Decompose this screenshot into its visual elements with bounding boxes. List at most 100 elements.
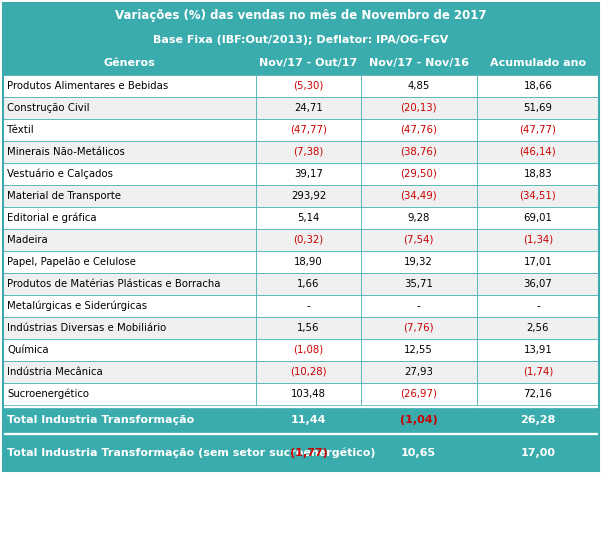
- Text: 4,85: 4,85: [408, 81, 430, 91]
- Text: 19,32: 19,32: [405, 257, 433, 267]
- Bar: [3, 3, 599, 471]
- Bar: [477, 119, 599, 141]
- Bar: [361, 163, 477, 185]
- Text: (38,76): (38,76): [400, 147, 437, 157]
- Bar: [361, 383, 477, 405]
- Bar: [477, 317, 599, 339]
- Text: (29,50): (29,50): [400, 169, 437, 179]
- Bar: [477, 207, 599, 229]
- Bar: [256, 295, 361, 317]
- Text: -: -: [417, 301, 421, 311]
- Text: Sucroenergético: Sucroenergético: [7, 389, 89, 399]
- Bar: [3, 3, 599, 29]
- Bar: [361, 361, 477, 383]
- Bar: [361, 273, 477, 295]
- Bar: [477, 141, 599, 163]
- Bar: [256, 75, 361, 97]
- Text: 36,07: 36,07: [524, 279, 553, 289]
- Bar: [3, 185, 256, 207]
- Text: 24,71: 24,71: [294, 103, 323, 113]
- Text: (46,14): (46,14): [520, 147, 556, 157]
- Bar: [361, 317, 477, 339]
- Text: Gêneros: Gêneros: [104, 58, 155, 68]
- Bar: [3, 119, 256, 141]
- Bar: [477, 97, 599, 119]
- Bar: [3, 51, 256, 75]
- Bar: [477, 361, 599, 383]
- Text: -: -: [536, 301, 540, 311]
- Text: 11,44: 11,44: [291, 415, 326, 425]
- Bar: [3, 97, 256, 119]
- Text: Acumulado ano: Acumulado ano: [490, 58, 586, 68]
- Text: Indústria Mecânica: Indústria Mecânica: [7, 367, 103, 377]
- Text: 293,92: 293,92: [291, 191, 326, 201]
- Bar: [477, 163, 599, 185]
- Bar: [3, 141, 256, 163]
- Text: (1,08): (1,08): [293, 345, 323, 355]
- Text: 1,56: 1,56: [297, 323, 320, 333]
- Bar: [256, 317, 361, 339]
- Text: 18,90: 18,90: [294, 257, 323, 267]
- Bar: [361, 295, 477, 317]
- Bar: [477, 339, 599, 361]
- Text: (1,34): (1,34): [523, 235, 553, 245]
- Text: 12,55: 12,55: [405, 345, 433, 355]
- Text: Minerais Não-Metálicos: Minerais Não-Metálicos: [7, 147, 125, 157]
- Bar: [256, 51, 361, 75]
- Bar: [256, 141, 361, 163]
- Bar: [256, 119, 361, 141]
- Text: Madeira: Madeira: [7, 235, 48, 245]
- Bar: [477, 295, 599, 317]
- Text: Editorial e gráfica: Editorial e gráfica: [7, 213, 97, 223]
- Bar: [361, 251, 477, 273]
- Text: (10,28): (10,28): [290, 367, 327, 377]
- Bar: [361, 97, 477, 119]
- Text: Base Fixa (IBF:Out/2013); Deflator: IPA/OG-FGV: Base Fixa (IBF:Out/2013); Deflator: IPA/…: [154, 35, 448, 45]
- Bar: [477, 408, 599, 432]
- Bar: [256, 435, 361, 471]
- Bar: [3, 383, 256, 405]
- Bar: [3, 251, 256, 273]
- Text: 10,65: 10,65: [401, 448, 436, 458]
- Bar: [361, 408, 477, 432]
- Bar: [477, 185, 599, 207]
- Text: 17,01: 17,01: [524, 257, 552, 267]
- Bar: [477, 435, 599, 471]
- Text: (7,76): (7,76): [403, 323, 434, 333]
- Text: (1,77): (1,77): [290, 448, 327, 458]
- Bar: [361, 75, 477, 97]
- Text: (26,97): (26,97): [400, 389, 437, 399]
- Text: (20,13): (20,13): [400, 103, 437, 113]
- Bar: [361, 141, 477, 163]
- Bar: [361, 229, 477, 251]
- Bar: [3, 295, 256, 317]
- Bar: [3, 207, 256, 229]
- Text: Vestuário e Calçados: Vestuário e Calçados: [7, 168, 113, 179]
- Text: 18,83: 18,83: [524, 169, 552, 179]
- Text: (1,74): (1,74): [523, 367, 553, 377]
- Bar: [3, 229, 256, 251]
- Text: Variações (%) das vendas no mês de Novembro de 2017: Variações (%) das vendas no mês de Novem…: [115, 10, 487, 23]
- Bar: [3, 435, 256, 471]
- Text: Produtos Alimentares e Bebidas: Produtos Alimentares e Bebidas: [7, 81, 168, 91]
- Bar: [3, 339, 256, 361]
- Text: Metalúrgicas e Siderúrgicas: Metalúrgicas e Siderúrgicas: [7, 301, 147, 311]
- Text: -: -: [306, 301, 310, 311]
- Text: 18,66: 18,66: [524, 81, 553, 91]
- Bar: [3, 163, 256, 185]
- Text: Construção Civil: Construção Civil: [7, 103, 90, 113]
- Bar: [477, 75, 599, 97]
- Text: 39,17: 39,17: [294, 169, 323, 179]
- Bar: [256, 229, 361, 251]
- Bar: [477, 229, 599, 251]
- Text: Material de Transporte: Material de Transporte: [7, 191, 121, 201]
- Text: Nov/17 - Nov/16: Nov/17 - Nov/16: [368, 58, 469, 68]
- Bar: [256, 97, 361, 119]
- Text: 72,16: 72,16: [524, 389, 553, 399]
- Bar: [361, 51, 477, 75]
- Bar: [3, 361, 256, 383]
- Text: (1,04): (1,04): [400, 415, 438, 425]
- Text: (47,77): (47,77): [520, 125, 556, 135]
- Bar: [361, 119, 477, 141]
- Bar: [361, 185, 477, 207]
